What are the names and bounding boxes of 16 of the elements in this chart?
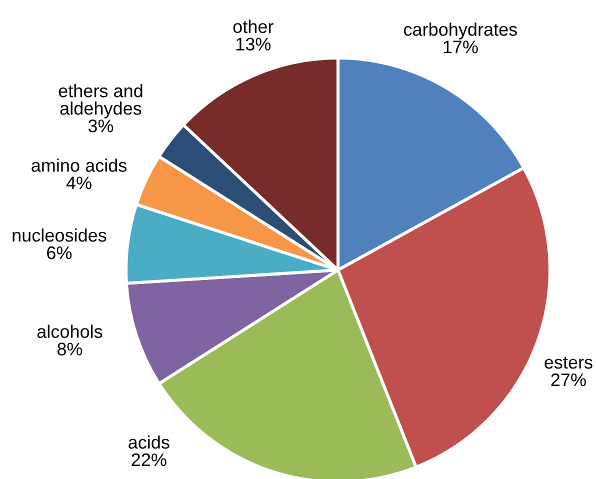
data-label: 17%	[444, 40, 478, 54]
data-label: 8%	[57, 342, 82, 356]
slice-label: acids	[128, 435, 170, 449]
slice-label: alcohols	[37, 324, 102, 338]
slice-label: carbohydrates	[404, 22, 517, 40]
slice-label: amino acids	[32, 158, 127, 172]
slice-label: other	[233, 20, 274, 34]
data-label: 3%	[88, 120, 114, 132]
slice-label: nucleosides	[12, 228, 106, 242]
data-label: 4%	[66, 176, 92, 190]
slice-label: ethers and aldehydes	[58, 84, 142, 118]
data-label: 6%	[47, 246, 72, 260]
data-label: 22%	[132, 453, 166, 466]
slice-label: esters	[544, 356, 592, 369]
data-label: 13%	[236, 38, 271, 51]
data-label: 27%	[551, 373, 586, 386]
